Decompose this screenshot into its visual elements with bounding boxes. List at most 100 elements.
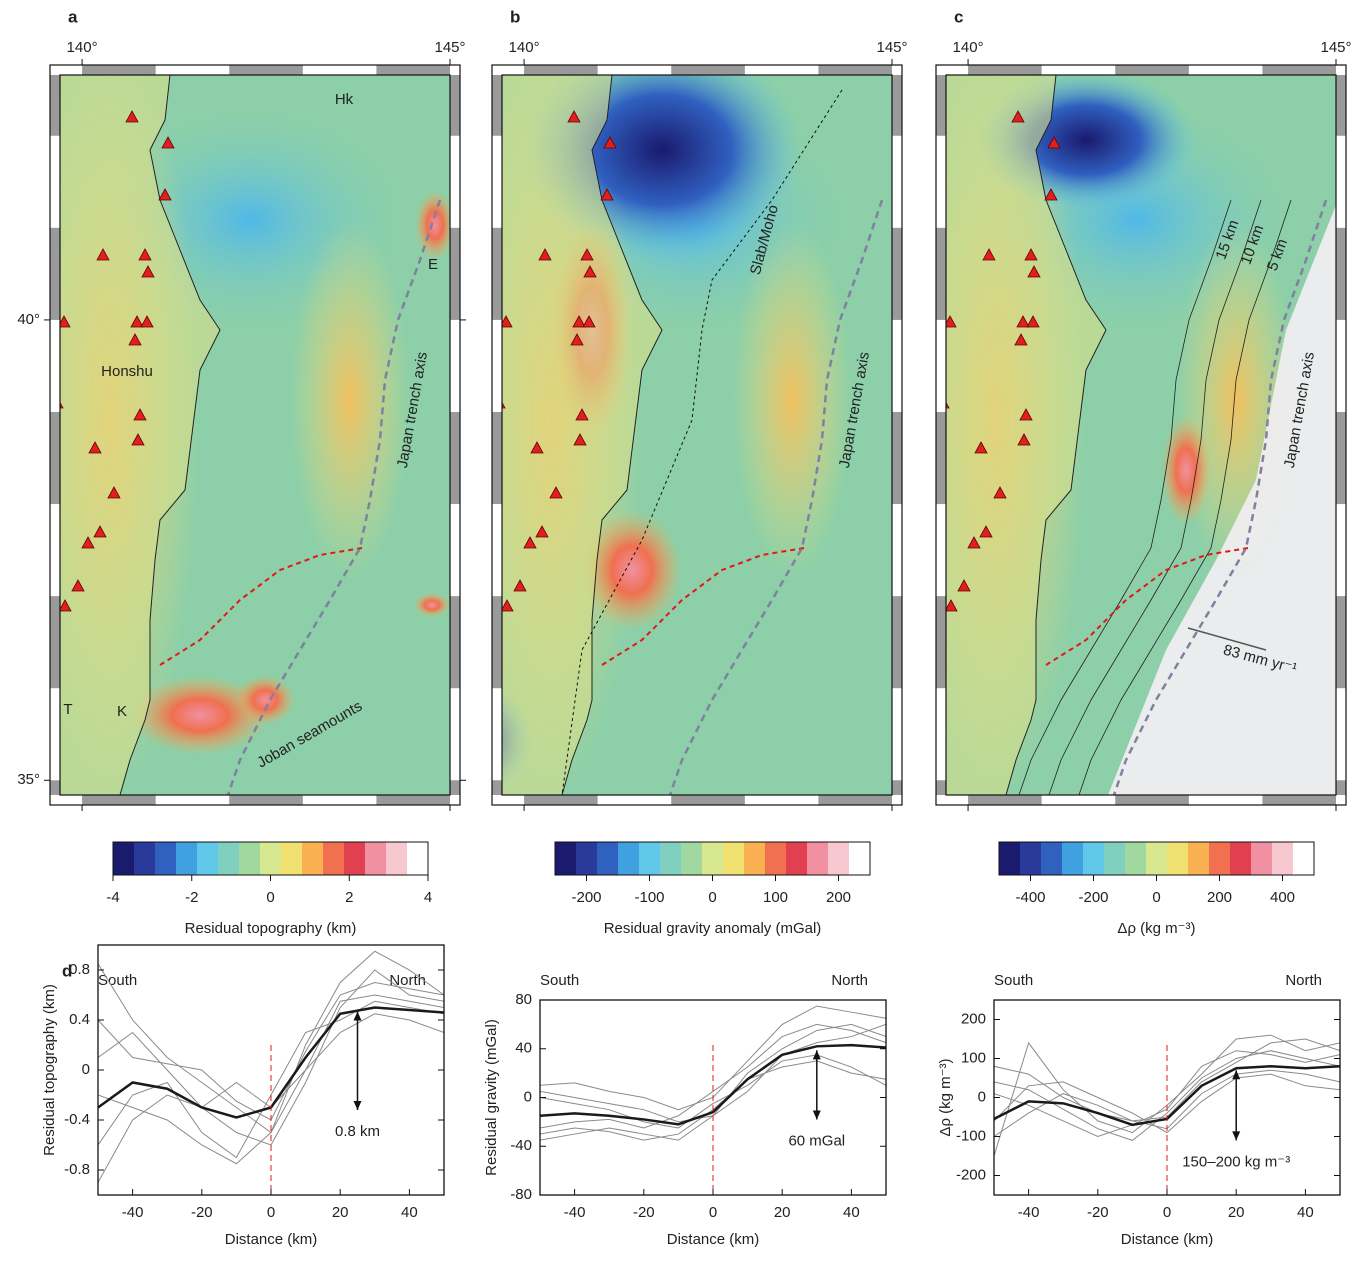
trench-axis xyxy=(668,199,884,795)
border-stripe xyxy=(1336,75,1346,136)
x-tick-label: 0 xyxy=(709,1204,717,1221)
red-boundary xyxy=(159,547,363,666)
y-tick-label: 0 xyxy=(524,1088,532,1105)
depth-contour xyxy=(1048,199,1262,795)
anomaly xyxy=(1108,205,1336,795)
arrow-head xyxy=(353,1011,362,1021)
border-stripe xyxy=(50,411,60,505)
annotation: 150–200 kg m⁻³ xyxy=(1182,1153,1290,1170)
coastline xyxy=(1005,75,1107,795)
x-tick-label: 145° xyxy=(1320,39,1351,56)
colorbar-label: Δρ (kg m⁻³) xyxy=(1117,920,1195,937)
arrow-head xyxy=(353,1101,362,1110)
border-stripe xyxy=(50,596,60,689)
border-stripe xyxy=(82,65,156,75)
arrow-head xyxy=(1232,1070,1241,1080)
colorbar-tick-label: 4 xyxy=(424,889,432,906)
border-stripe xyxy=(936,227,946,320)
y-tick-label: -0.4 xyxy=(64,1111,90,1128)
panel-label: c xyxy=(954,7,963,26)
border-stripe xyxy=(1336,596,1346,689)
border-stripe xyxy=(492,596,502,689)
x-tick-label: 0 xyxy=(267,1204,275,1221)
border-stripe xyxy=(450,227,460,320)
colorbar-label: Residual gravity anomaly (mGal) xyxy=(604,920,822,937)
x-tick-label: 20 xyxy=(332,1204,349,1221)
direction-label: North xyxy=(389,972,426,989)
frame xyxy=(491,64,903,806)
direction-label: South xyxy=(98,972,137,989)
x-axis-label: Distance (km) xyxy=(667,1231,760,1248)
border-stripe xyxy=(671,65,745,75)
border-stripe xyxy=(50,227,60,320)
map-annotation: Hk xyxy=(335,91,354,108)
border-stripe xyxy=(1262,65,1336,75)
coastline xyxy=(561,75,663,795)
y-tick-label: 200 xyxy=(961,1010,986,1027)
x-tick-label: 20 xyxy=(774,1204,791,1221)
anomaly xyxy=(732,220,852,580)
border-stripe xyxy=(968,795,1042,805)
border-stripe xyxy=(376,65,450,75)
y-tick-label: -0.8 xyxy=(64,1161,90,1178)
colorbar-tick-label: -200 xyxy=(571,889,601,906)
anomaly xyxy=(414,593,450,617)
colorbar-tick-label: -2 xyxy=(185,889,198,906)
border-stripe xyxy=(892,596,902,689)
x-tick-label: 145° xyxy=(876,39,907,56)
direction-label: North xyxy=(831,972,868,989)
colorbar-tick-label: -4 xyxy=(106,889,119,906)
red-boundary xyxy=(1045,547,1249,666)
border-stripe xyxy=(1336,411,1346,505)
profile-line xyxy=(540,1023,886,1129)
x-tick-label: -20 xyxy=(191,1204,213,1221)
map-annotation: E xyxy=(428,256,438,273)
border-stripe xyxy=(1115,795,1189,805)
border-stripe xyxy=(671,795,745,805)
x-tick-label: 145° xyxy=(434,39,465,56)
border-stripe xyxy=(892,75,902,136)
x-tick-label: 20 xyxy=(1228,1204,1245,1221)
border-stripe xyxy=(450,75,460,136)
map-annotation: K xyxy=(117,703,127,720)
red-boundary xyxy=(601,547,805,666)
colorbar-tick-label: 2 xyxy=(345,889,353,906)
border-stripe xyxy=(229,65,303,75)
border-stripe xyxy=(524,795,598,805)
border-stripe xyxy=(818,65,892,75)
arrow-head xyxy=(812,1110,821,1120)
border-stripe xyxy=(492,780,502,795)
y-tick-label: 0 xyxy=(978,1088,986,1105)
plate-motion-arrow xyxy=(1187,627,1267,651)
border-stripe xyxy=(936,75,946,136)
y-tick-label: 80 xyxy=(515,991,532,1008)
depth-contour xyxy=(1018,199,1232,795)
colorbar-tick-label: 200 xyxy=(1207,889,1232,906)
map-area xyxy=(946,75,1336,795)
profile-line xyxy=(540,1023,886,1141)
trench-axis xyxy=(226,199,442,795)
border-stripe xyxy=(492,75,502,136)
x-tick-label: 40 xyxy=(1297,1204,1314,1221)
y-axis-label: Residual topography (km) xyxy=(41,984,58,1156)
border-stripe xyxy=(229,795,303,805)
arrow-head xyxy=(1232,1131,1241,1141)
x-tick-label: -40 xyxy=(1018,1204,1040,1221)
anomaly xyxy=(130,675,270,755)
border-stripe xyxy=(524,65,598,75)
border-stripe xyxy=(936,596,946,689)
profile-line xyxy=(540,1054,886,1129)
border-stripe xyxy=(892,411,902,505)
y-tick-label: 35° xyxy=(17,771,40,788)
anomaly xyxy=(235,675,295,725)
anomaly xyxy=(582,510,682,630)
x-tick-label: -20 xyxy=(1087,1204,1109,1221)
colorbar xyxy=(554,841,871,876)
y-tick-label: -80 xyxy=(510,1186,532,1203)
profile-line xyxy=(98,994,444,1165)
profile-line xyxy=(994,1050,1340,1138)
border-stripe xyxy=(376,795,450,805)
direction-label: South xyxy=(540,972,579,989)
profile-line xyxy=(994,1073,1340,1134)
x-tick-label: 0 xyxy=(1163,1204,1171,1221)
